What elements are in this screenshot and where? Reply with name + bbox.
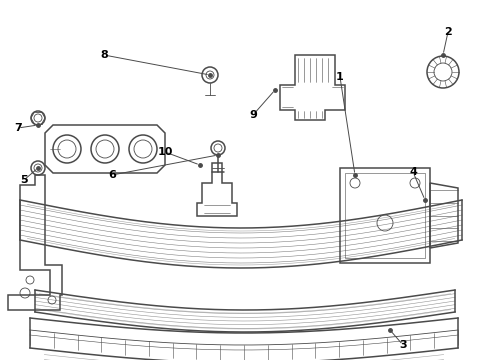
- Text: 8: 8: [100, 50, 108, 60]
- Text: 1: 1: [336, 72, 344, 82]
- Text: 9: 9: [249, 110, 257, 120]
- Text: 7: 7: [14, 123, 22, 133]
- Text: 4: 4: [409, 167, 417, 177]
- Text: 2: 2: [444, 27, 452, 37]
- Text: 10: 10: [157, 147, 172, 157]
- Text: 5: 5: [20, 175, 28, 185]
- Text: 3: 3: [399, 340, 407, 350]
- Text: 6: 6: [108, 170, 116, 180]
